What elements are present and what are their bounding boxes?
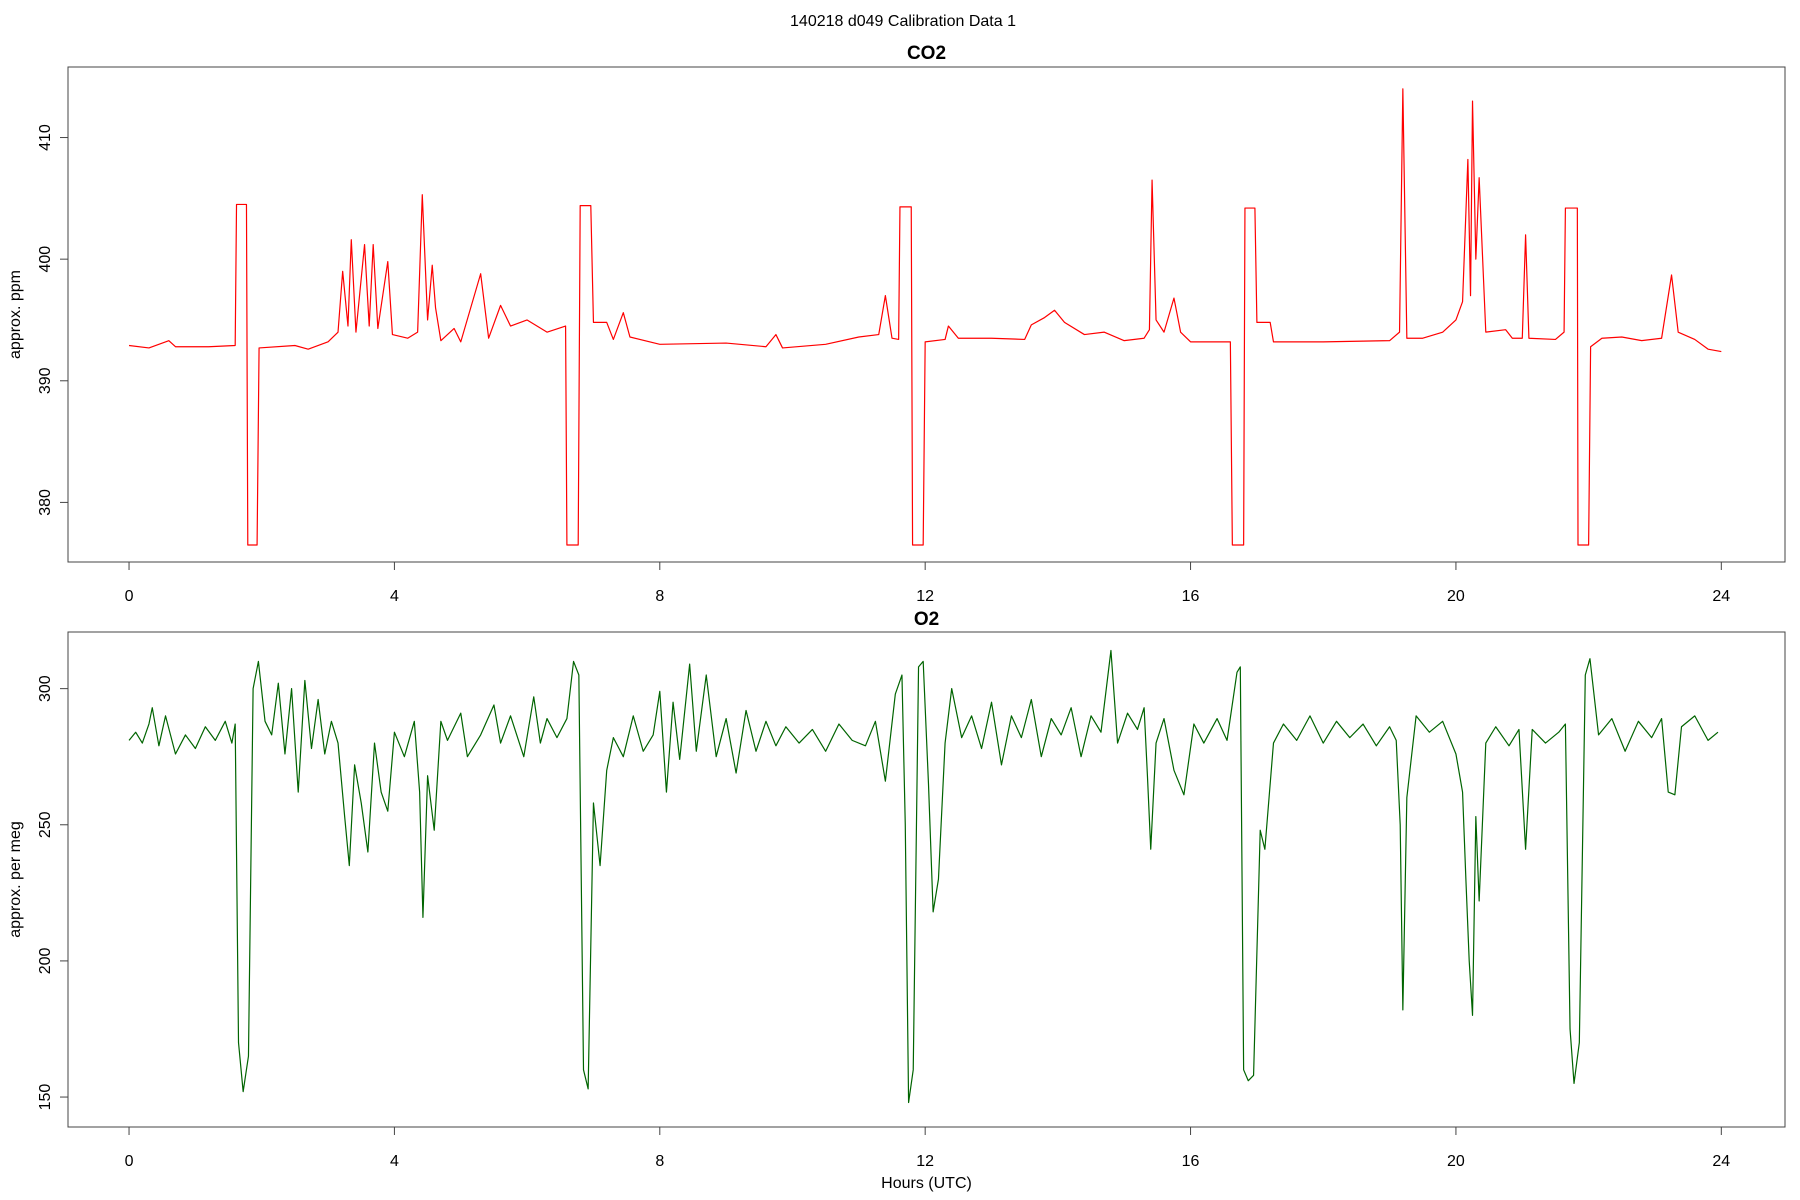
- y-tick-label: 250: [37, 811, 54, 838]
- data-line: [128, 649, 1719, 1104]
- x-tick-label: 0: [125, 1153, 134, 1170]
- x-tick-label: 8: [655, 588, 664, 605]
- chart-title: CO2: [907, 43, 946, 64]
- y-axis-label: approx. ppm: [7, 270, 24, 359]
- x-tick-label: 8: [655, 1153, 664, 1170]
- x-tick-label: 4: [390, 1153, 399, 1170]
- y-tick-label: 380: [37, 489, 54, 516]
- x-tick-label: 24: [1712, 588, 1730, 605]
- data-line: [128, 88, 1722, 546]
- x-tick-label: 20: [1447, 588, 1465, 605]
- y-tick-label: 410: [37, 124, 54, 151]
- x-tick-label: 12: [916, 588, 934, 605]
- y-tick-label: 150: [37, 1084, 54, 1111]
- x-tick-label: 20: [1447, 1153, 1465, 1170]
- figure-title: 140218 d049 Calibration Data 1: [790, 13, 1016, 30]
- x-tick-label: 4: [390, 588, 399, 605]
- x-tick-label: 12: [916, 1153, 934, 1170]
- plot-box: [67, 631, 1786, 1128]
- y-tick-label: 200: [37, 947, 54, 974]
- x-tick-label: 16: [1182, 588, 1200, 605]
- y-tick-label: 390: [37, 367, 54, 394]
- x-tick-label: 24: [1712, 1153, 1730, 1170]
- chart-title: O2: [914, 609, 939, 630]
- plot-box: [67, 66, 1786, 563]
- y-axis-label: approx. per meg: [7, 821, 24, 938]
- x-tick-label: 16: [1182, 1153, 1200, 1170]
- x-axis-label: Hours (UTC): [881, 1175, 972, 1192]
- x-tick-label: 0: [125, 588, 134, 605]
- y-tick-label: 400: [37, 246, 54, 273]
- y-tick-label: 300: [37, 675, 54, 702]
